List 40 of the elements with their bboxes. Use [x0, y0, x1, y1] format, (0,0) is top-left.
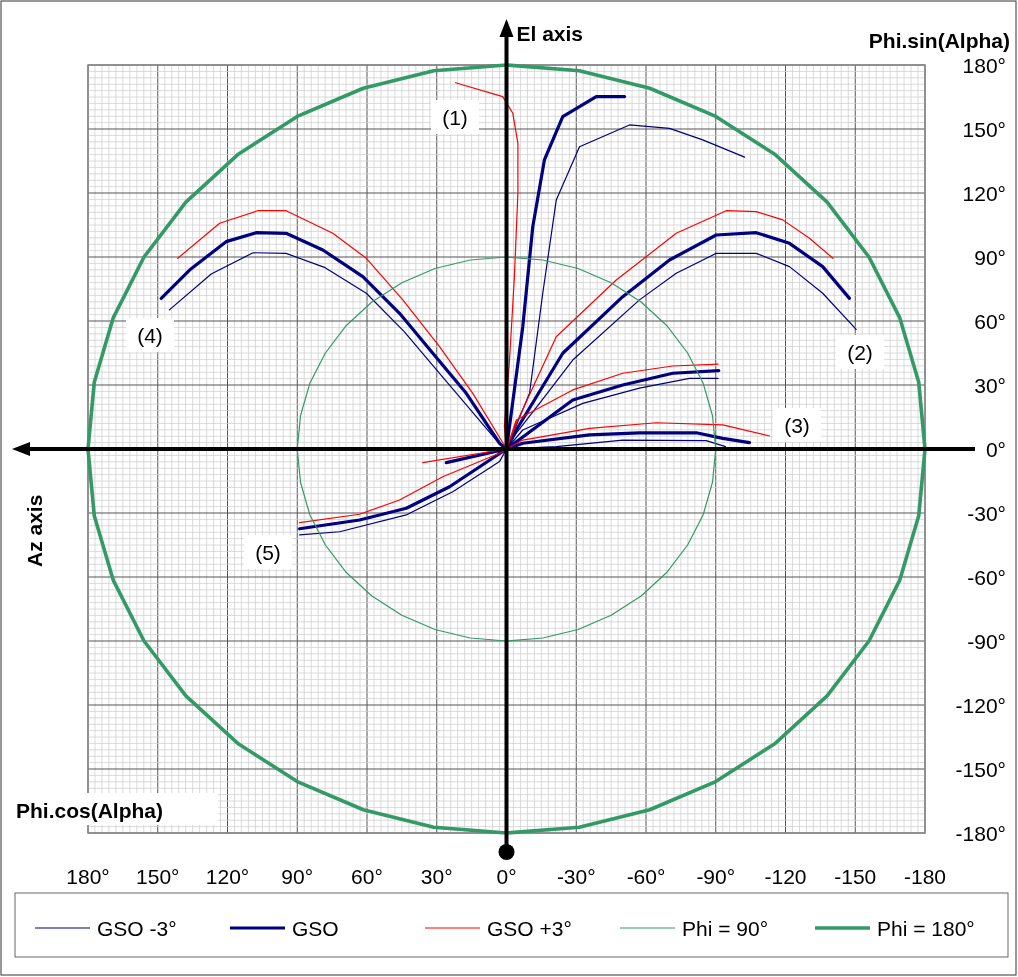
text: El axis — [516, 22, 584, 45]
annotation: (4) — [137, 324, 163, 347]
annotation: (5) — [255, 541, 281, 564]
x-tick-label: -180 — [903, 865, 947, 888]
annotation: (2) — [847, 341, 873, 364]
y-tick-label: 0° — [985, 438, 1006, 461]
legend-label: GSO +3° — [487, 917, 572, 940]
y-tick-label: -150° — [955, 758, 1006, 781]
x-tick-label: -90° — [696, 865, 736, 888]
x-tick-label: 180° — [66, 865, 110, 888]
y-tick-label: 180° — [962, 54, 1006, 77]
x-tick-label: -120 — [764, 865, 807, 888]
y-tick-label: 120° — [962, 182, 1006, 205]
x-tick-label: 90° — [281, 865, 314, 888]
y-tick-label: 150° — [962, 118, 1006, 141]
y-tick-label: -120° — [955, 694, 1006, 717]
x-tick-label: -150 — [834, 865, 877, 888]
x-tick-label: -30° — [556, 865, 596, 888]
legend-label: Phi = 180° — [877, 917, 975, 940]
annotation: (3) — [784, 414, 810, 437]
y-tick-label: 60° — [974, 310, 1006, 333]
annotation: (1) — [442, 106, 468, 129]
x-tick-label: -60° — [626, 865, 666, 888]
y-tick-label: 30° — [974, 374, 1006, 397]
y-tick-label: -90° — [967, 630, 1006, 653]
x-tick-label: 60° — [351, 865, 383, 888]
y-tick-label: -60° — [967, 566, 1006, 589]
y-tick-label: -30° — [967, 502, 1006, 525]
y-axis-title: Phi.sin(Alpha) — [868, 29, 1010, 52]
y-tick-label: 90° — [974, 246, 1006, 269]
x-tick-label: 30° — [420, 865, 453, 888]
legend-label: GSO -3° — [97, 917, 177, 940]
x-tick-label: 120° — [205, 865, 250, 888]
x-tick-label: 0° — [496, 865, 517, 888]
legend-label: Phi = 90° — [682, 917, 769, 940]
x-axis-title: Phi.cos(Alpha) — [16, 799, 164, 822]
legend-label: GSO — [292, 917, 339, 940]
x-tick-label: 150° — [136, 865, 180, 888]
y-tick-label: -180° — [955, 822, 1006, 845]
text: Az axis — [23, 494, 46, 567]
